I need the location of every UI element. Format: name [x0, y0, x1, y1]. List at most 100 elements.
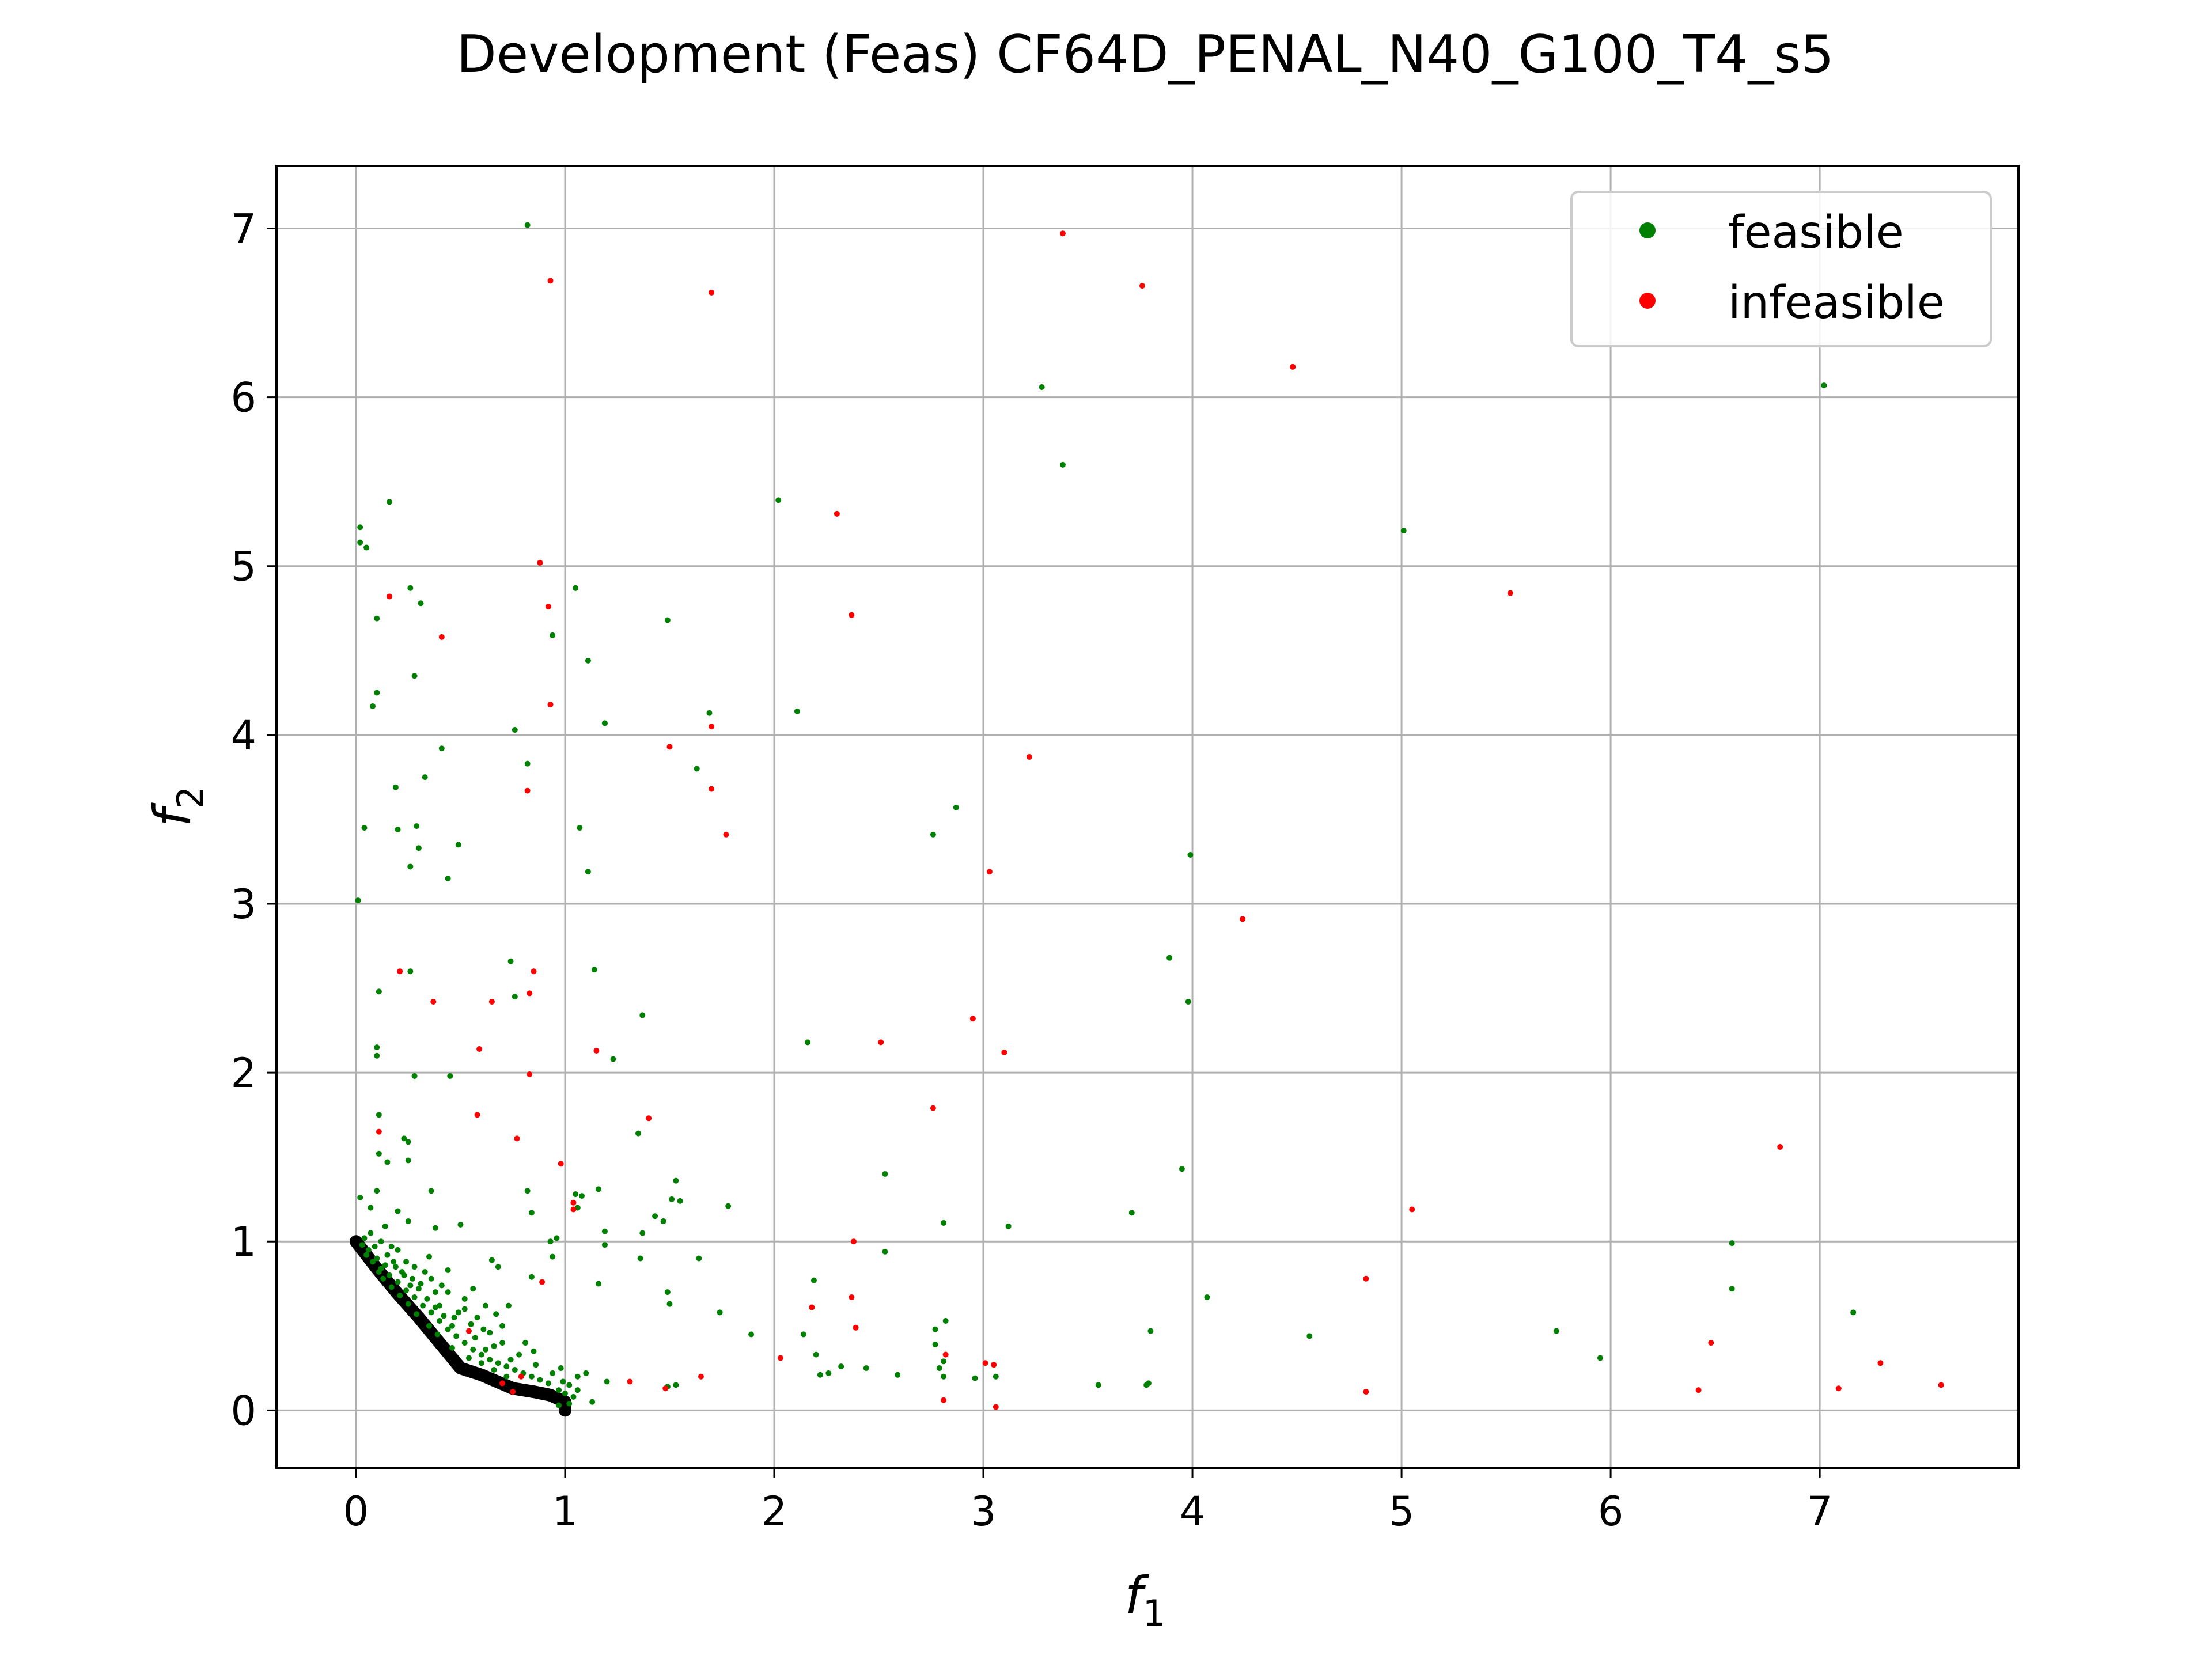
- feasible-point: [574, 1387, 581, 1393]
- feasible-point: [550, 1253, 556, 1260]
- feasible-point: [405, 1301, 411, 1307]
- feasible-point: [420, 1302, 426, 1309]
- feasible-point: [528, 1274, 535, 1280]
- infeasible-point: [941, 1397, 947, 1403]
- pareto-front-curve: [349, 1235, 571, 1417]
- feasible-point: [369, 703, 376, 710]
- feasible-point: [495, 1264, 501, 1270]
- feasible-point: [445, 1326, 451, 1332]
- feasible-point: [775, 497, 782, 503]
- feasible-point: [895, 1372, 901, 1378]
- feasible-point: [357, 1194, 363, 1200]
- x-tick-label: 2: [762, 1488, 787, 1535]
- feasible-point: [382, 1223, 388, 1229]
- feasible-point: [445, 1289, 451, 1296]
- feasible-point: [432, 1225, 438, 1231]
- x-axis-label-subscript: 1: [1143, 1592, 1165, 1634]
- feasible-point: [374, 1044, 380, 1051]
- infeasible-point: [1139, 283, 1145, 289]
- feasible-point: [725, 1203, 732, 1209]
- feasible-point: [1039, 384, 1045, 390]
- infeasible-point: [1059, 230, 1066, 237]
- infeasible-point: [646, 1115, 652, 1122]
- infeasible-point: [438, 634, 445, 640]
- infeasible-point: [878, 1039, 884, 1046]
- x-tick-label: 1: [552, 1488, 578, 1535]
- feasible-point: [601, 1228, 608, 1234]
- infeasible-point: [627, 1378, 633, 1385]
- feasible-point: [1179, 1166, 1185, 1172]
- legend-marker-feasible: [1639, 222, 1656, 238]
- feasible-point: [810, 1277, 817, 1283]
- feasible-point: [1166, 955, 1173, 961]
- infeasible-point: [709, 289, 715, 296]
- infeasible-point: [942, 1351, 949, 1358]
- infeasible-point: [809, 1304, 815, 1310]
- y-tick-label: 3: [230, 881, 256, 928]
- infeasible-point: [488, 998, 495, 1005]
- feasible-point: [491, 1343, 497, 1349]
- x-tick-label: 0: [343, 1488, 369, 1535]
- infeasible-point: [1708, 1340, 1714, 1346]
- feasible-point: [706, 710, 713, 716]
- feasible-point: [468, 1321, 474, 1327]
- feasible-point: [438, 1282, 445, 1289]
- feasible-point: [554, 1235, 560, 1241]
- x-axis-label: f1: [1125, 1566, 1165, 1634]
- feasible-point: [368, 1205, 374, 1211]
- plot-frame: [275, 165, 2020, 1469]
- feasible-point: [512, 727, 518, 733]
- infeasible-point: [430, 998, 437, 1005]
- feasible-point: [405, 1218, 411, 1225]
- feasible-point: [800, 1331, 806, 1338]
- feasible-point: [411, 1073, 418, 1079]
- y-tick-label: 5: [230, 543, 256, 590]
- y-tick-label: 0: [230, 1387, 256, 1434]
- feasible-point: [524, 222, 531, 228]
- feasible-point: [596, 1186, 602, 1192]
- feasible-point: [474, 1315, 480, 1321]
- feasible-point: [664, 1289, 671, 1296]
- feasible-point: [1553, 1328, 1559, 1334]
- infeasible-point: [986, 869, 993, 875]
- feasible-point: [673, 1177, 679, 1184]
- feasible-point: [717, 1309, 723, 1316]
- feasible-point: [372, 1244, 378, 1250]
- feasible-point: [1850, 1309, 1857, 1316]
- infeasible-point: [547, 278, 554, 284]
- feasible-point: [677, 1198, 683, 1204]
- feasible-point: [531, 1348, 537, 1354]
- axis-ticks: 0 1 2 3 4 5 6 7 0 1 2 3 4 5 6 7: [230, 205, 1832, 1535]
- feasible-point: [583, 1370, 589, 1376]
- infeasible-point: [547, 702, 554, 708]
- infeasible-point: [376, 1128, 382, 1135]
- feasible-point: [368, 1230, 374, 1236]
- feasible-point: [426, 1323, 433, 1329]
- feasible-point: [461, 1340, 468, 1346]
- feasible-point: [438, 745, 445, 752]
- feasible-point: [465, 1355, 472, 1361]
- feasible-point: [596, 1281, 602, 1287]
- pareto-front-layer: [349, 1235, 571, 1417]
- feasible-point: [556, 1387, 562, 1393]
- feasible-point: [524, 1188, 531, 1194]
- x-tick-label: 4: [1180, 1488, 1206, 1535]
- feasible-point: [480, 1326, 487, 1332]
- infeasible-point: [723, 831, 729, 838]
- infeasible-point: [982, 1360, 988, 1366]
- infeasible-point: [1777, 1144, 1783, 1150]
- feasible-point: [392, 784, 399, 790]
- feasible-point: [395, 1247, 401, 1253]
- feasible-point: [942, 1317, 949, 1324]
- y-tick-label: 7: [230, 205, 256, 252]
- chart-title: Development (Feas) CF64D_PENAL_N40_G100_…: [457, 24, 1834, 85]
- feasible-point: [378, 1238, 384, 1245]
- feasible-point: [1147, 1328, 1154, 1334]
- feasible-point: [414, 1311, 420, 1317]
- feasible-point: [696, 1255, 702, 1262]
- feasible-point: [562, 1391, 568, 1397]
- feasible-point: [376, 1150, 382, 1157]
- feasible-point: [453, 1333, 460, 1339]
- feasible-point: [585, 657, 591, 664]
- feasible-point: [558, 1365, 564, 1372]
